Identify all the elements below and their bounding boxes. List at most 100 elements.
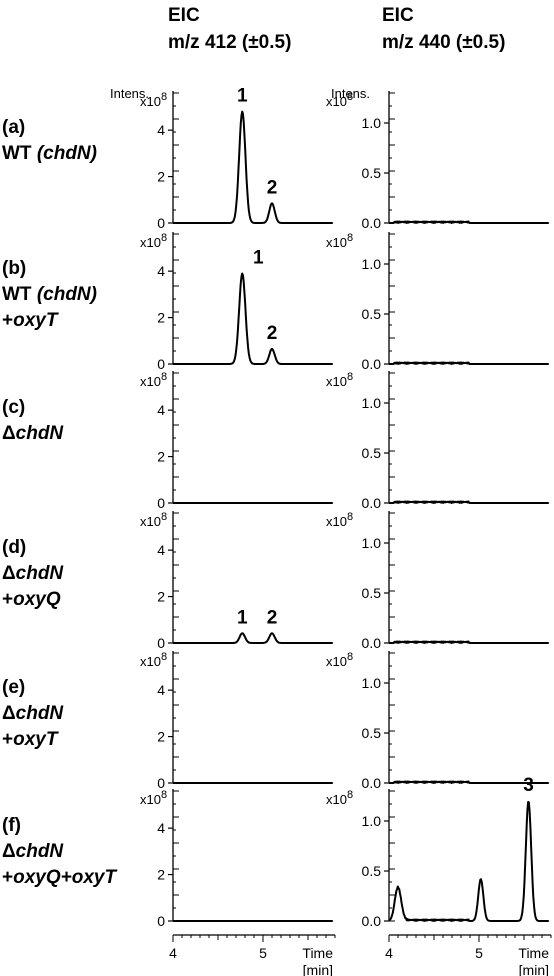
x-axis-label-line2: [min]	[519, 962, 549, 976]
y-tick-label: 4	[157, 542, 165, 558]
row-label-a: (a) WT (chdN)	[2, 117, 97, 164]
row-label-e: (e)ΔchdN+oxyT	[2, 677, 64, 750]
row-label-text: (d)	[2, 537, 26, 558]
exp-power: 8	[347, 91, 353, 103]
exp-base: x10	[140, 514, 161, 529]
row-label-c: (c) ΔchdN	[2, 397, 64, 444]
panel-d-2: 0.0 0.5 1.0 x108	[326, 511, 550, 651]
peak-label-2: 2	[267, 607, 278, 628]
exp-power: 8	[161, 232, 167, 244]
y-exponent-label: x108	[140, 511, 167, 529]
row-label-line: (c)	[2, 397, 25, 418]
row-label-italic: chdN	[16, 841, 65, 862]
y-tick-label: 0.5	[362, 725, 382, 741]
trace-c-2	[388, 500, 550, 504]
exp-base: x10	[326, 235, 347, 250]
trace-b-1	[172, 272, 334, 365]
peak-label-1: 1	[237, 607, 248, 628]
exp-base: x10	[326, 94, 347, 109]
y-exponent-label: x108	[140, 91, 167, 109]
exp-power: 8	[347, 789, 353, 801]
row-label-italic: (chdN)	[37, 284, 97, 305]
trace-e-2	[388, 780, 550, 784]
trace-d-1	[172, 632, 334, 644]
panel-f-1: 0 2 4 x108	[140, 789, 334, 929]
exp-base: x10	[140, 654, 161, 669]
row-label-line: (d)	[2, 537, 26, 558]
peak-label-1: 1	[253, 247, 264, 268]
row-label-text: (a)	[2, 117, 25, 138]
y-tick-label: 0	[157, 635, 165, 651]
x-axis-label-line1: Time	[518, 945, 549, 961]
exp-power: 8	[161, 371, 167, 383]
exp-base: x10	[326, 654, 347, 669]
panel-b-1: 0 2 4 x108 1 2	[140, 232, 334, 372]
y-tick-label: 0.0	[362, 215, 382, 231]
col2-intens-label: Intens.	[331, 86, 370, 101]
y-tick-label: 0.5	[362, 863, 382, 879]
y-tick-label: 1.0	[362, 535, 382, 551]
panel-e-1: 0 2 4 x108	[140, 651, 334, 791]
row-label-text: Δ	[2, 703, 16, 724]
row-label-d: (d)ΔchdN+oxyQ	[2, 537, 64, 610]
exp-power: 8	[347, 371, 353, 383]
y-exponent-label: x108	[140, 651, 167, 669]
y-tick-label: 4	[157, 402, 165, 418]
y-exponent-label: x108	[326, 789, 353, 807]
y-exponent-label: x108	[140, 789, 167, 807]
row-label-text: +	[2, 310, 13, 331]
y-tick-label: 0	[157, 215, 165, 231]
y-tick-label: 4	[157, 820, 165, 836]
trace-a-2	[388, 220, 550, 224]
x-tick-label: 5	[475, 945, 483, 961]
exp-power: 8	[161, 789, 167, 801]
x-axis-1: 4 5 Time[min]	[169, 934, 336, 976]
row-label-line: +oxyT	[2, 310, 59, 331]
y-tick-label: 4	[157, 682, 165, 698]
peak-label-2: 2	[267, 177, 278, 198]
row-label-line: (f)	[2, 815, 21, 836]
row-label-line: +oxyT	[2, 729, 59, 750]
row-label-line: WT (chdN)	[2, 284, 97, 305]
x-axis-label-line1: Time	[302, 945, 333, 961]
y-tick-label: 2	[157, 867, 165, 883]
exp-base: x10	[140, 374, 161, 389]
y-tick-label: 2	[157, 729, 165, 745]
row-label-b: (b) WT (chdN) +oxyT	[2, 258, 97, 331]
y-tick-label: 0	[157, 775, 165, 791]
row-label-line: (e)	[2, 677, 25, 698]
row-label-italic: oxyQ+oxyT	[13, 867, 117, 888]
exp-power: 8	[347, 511, 353, 523]
row-label-line: (a)	[2, 117, 25, 138]
col2-title-line2: m/z 440 (±0.5)	[382, 32, 505, 53]
col2-title-line1: EIC	[382, 5, 414, 26]
row-label-italic: chdN	[16, 423, 65, 444]
row-label-line: ΔchdN	[2, 423, 64, 444]
y-tick-label: 2	[157, 310, 165, 326]
y-exponent-label: x108	[326, 651, 353, 669]
row-label-text: WT	[2, 284, 37, 305]
row-label-text: Δ	[2, 563, 16, 584]
trace-a-1	[172, 110, 334, 224]
panel-f-2: 0.0 0.5 1.0 x108 3	[326, 775, 550, 929]
y-exponent-label: x108	[140, 232, 167, 250]
y-tick-label: 1.0	[362, 813, 382, 829]
panel-b-2: 0.0 0.5 1.0 x108	[326, 232, 550, 372]
y-tick-label: 0.0	[362, 356, 382, 372]
panel-c-2: 0.0 0.5 1.0 x108	[326, 371, 550, 511]
y-exponent-label: x108	[326, 511, 353, 529]
y-tick-label: 0	[157, 913, 165, 929]
y-tick-label: 1.0	[362, 115, 382, 131]
y-tick-label: 4	[157, 263, 165, 279]
panel-a-1: 0 2 4 x108 1 2	[140, 86, 334, 231]
row-label-text: +	[2, 729, 13, 750]
exp-power: 8	[347, 651, 353, 663]
peak-label-3: 3	[523, 775, 534, 796]
row-label-line: ΔchdN	[2, 563, 64, 584]
x-tick-label: 4	[385, 945, 393, 961]
y-tick-label: 0.0	[362, 635, 382, 651]
row-label-line: ΔchdN	[2, 841, 64, 862]
